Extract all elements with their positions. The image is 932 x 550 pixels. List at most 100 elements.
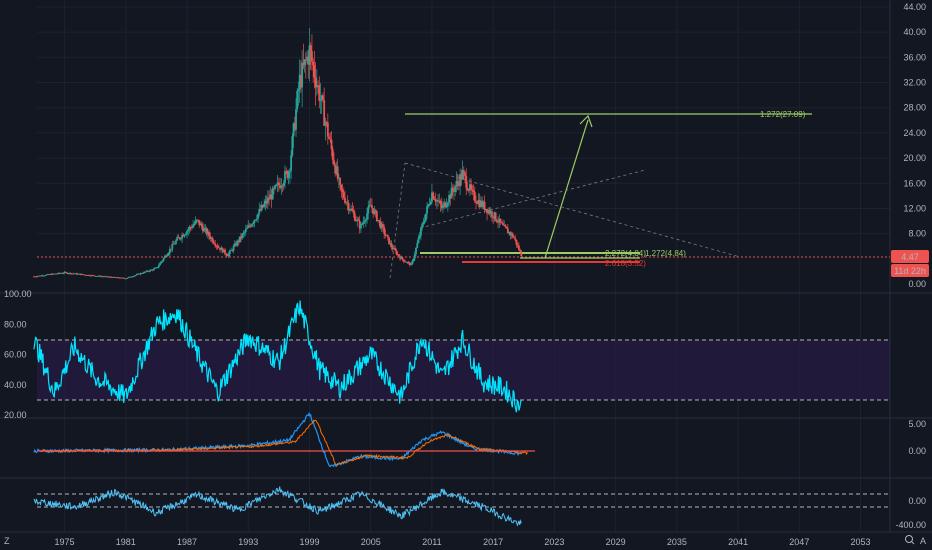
candle-body bbox=[498, 218, 501, 223]
candle-body bbox=[417, 237, 420, 244]
candle-body bbox=[260, 204, 263, 211]
candle-body bbox=[482, 201, 485, 207]
candle-body bbox=[181, 234, 184, 239]
candle-body bbox=[476, 202, 479, 204]
candle-body bbox=[384, 233, 387, 236]
candle-body bbox=[94, 275, 97, 277]
candle-body bbox=[179, 238, 182, 240]
candle-body bbox=[390, 243, 393, 248]
candle-body bbox=[197, 219, 199, 221]
candle-body bbox=[282, 182, 285, 186]
candle-body bbox=[222, 249, 225, 253]
time-tick-label: 1981 bbox=[116, 537, 136, 547]
candle-body bbox=[368, 205, 371, 207]
candle-body bbox=[175, 240, 177, 244]
candle-body bbox=[287, 172, 290, 178]
candle-body bbox=[388, 237, 390, 245]
candle-body bbox=[131, 276, 133, 278]
candle-body bbox=[315, 85, 318, 88]
candle-body bbox=[311, 51, 313, 62]
candle-body bbox=[351, 208, 354, 211]
candle-body bbox=[104, 276, 106, 278]
last-price-badge[interactable] bbox=[891, 250, 929, 263]
magnifier-icon[interactable] bbox=[905, 535, 915, 545]
candle-body bbox=[358, 220, 361, 229]
time-tick-label: 2047 bbox=[789, 537, 809, 547]
candle-body bbox=[99, 275, 101, 277]
candle-body bbox=[325, 122, 328, 123]
candle-body bbox=[271, 188, 274, 200]
time-tick-label: 2053 bbox=[851, 537, 871, 547]
candle-body bbox=[116, 277, 119, 279]
time-tick-label: 2023 bbox=[544, 537, 564, 547]
candle-body bbox=[361, 224, 364, 225]
candle-body bbox=[470, 184, 473, 190]
time-tick-label: 1999 bbox=[299, 537, 319, 547]
candle-body bbox=[514, 237, 517, 240]
candle-body bbox=[478, 200, 481, 207]
candle-body bbox=[412, 258, 415, 262]
candle-body bbox=[213, 242, 215, 244]
candle-body bbox=[360, 224, 362, 229]
candle-body bbox=[438, 200, 441, 202]
candle-body bbox=[127, 277, 130, 279]
candle-body bbox=[357, 219, 360, 221]
candle-body bbox=[117, 277, 120, 279]
candle-body bbox=[96, 276, 99, 277]
candle-body bbox=[363, 221, 366, 223]
candle-body bbox=[215, 245, 218, 247]
candle-body bbox=[115, 277, 117, 279]
candle-body bbox=[377, 219, 379, 222]
candle-body bbox=[459, 174, 462, 187]
candle-body bbox=[139, 273, 142, 275]
candle-body bbox=[134, 275, 137, 276]
candle-body bbox=[177, 237, 180, 238]
candle-body bbox=[493, 212, 496, 219]
candle-body bbox=[53, 273, 56, 275]
auto-marker[interactable]: A bbox=[920, 536, 926, 546]
candle-body bbox=[80, 274, 83, 275]
candle-body bbox=[188, 227, 191, 230]
candle-body bbox=[200, 223, 203, 227]
candle-body bbox=[195, 219, 198, 221]
candle-body bbox=[232, 246, 235, 251]
candle-body bbox=[444, 202, 447, 208]
candle-body bbox=[443, 202, 446, 206]
candle-body bbox=[145, 270, 148, 272]
candle-body bbox=[504, 224, 507, 228]
candle-body bbox=[460, 174, 463, 180]
candle-body bbox=[510, 233, 513, 236]
candle-body bbox=[292, 123, 295, 137]
candle-body bbox=[427, 204, 430, 207]
time-tick-label: 2041 bbox=[728, 537, 748, 547]
candle-body bbox=[189, 227, 192, 228]
candle-body bbox=[489, 211, 492, 214]
candle-body bbox=[102, 276, 105, 278]
candle-body bbox=[128, 276, 131, 278]
candle-body bbox=[320, 95, 323, 100]
candle-body bbox=[457, 182, 460, 187]
candle-body bbox=[193, 223, 196, 226]
candle-body bbox=[231, 249, 234, 251]
candle-body bbox=[79, 273, 82, 275]
candle-body bbox=[454, 186, 457, 192]
candle-body bbox=[78, 273, 81, 275]
time-tick-label: 1993 bbox=[238, 537, 258, 547]
candle-body bbox=[266, 197, 269, 204]
candle-body bbox=[233, 243, 236, 247]
candle-body bbox=[505, 227, 508, 229]
candle-body bbox=[199, 223, 202, 226]
candle-body bbox=[382, 224, 384, 228]
candle-body bbox=[162, 257, 165, 261]
candle-body bbox=[112, 276, 115, 278]
candle-body bbox=[306, 56, 308, 61]
zoom-marker[interactable]: Z bbox=[4, 536, 10, 546]
candle-body bbox=[89, 275, 92, 277]
candle-body bbox=[58, 272, 61, 274]
candle-body bbox=[322, 95, 324, 101]
candle-body bbox=[461, 170, 464, 180]
candle-body bbox=[155, 267, 158, 269]
candle-body bbox=[239, 236, 242, 239]
candle-body bbox=[448, 194, 450, 203]
candle-body bbox=[410, 263, 413, 266]
